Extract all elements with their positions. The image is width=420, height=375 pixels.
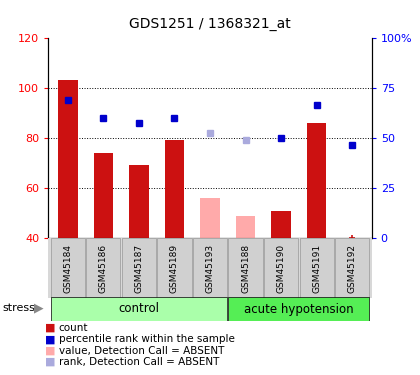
Bar: [271, 210, 291, 238]
Text: control: control: [118, 303, 160, 315]
Bar: [94, 153, 113, 238]
Text: ■: ■: [45, 357, 56, 367]
Bar: [122, 238, 156, 298]
Text: GSM45188: GSM45188: [241, 244, 250, 292]
Bar: [158, 238, 192, 298]
Bar: [51, 238, 85, 298]
Text: count: count: [59, 323, 88, 333]
Bar: [264, 238, 298, 298]
Text: ■: ■: [45, 323, 56, 333]
Text: GSM45191: GSM45191: [312, 244, 321, 292]
Text: acute hypotension: acute hypotension: [244, 303, 354, 315]
Text: GSM45190: GSM45190: [277, 244, 286, 292]
Text: GSM45186: GSM45186: [99, 244, 108, 292]
Text: GSM45192: GSM45192: [348, 244, 357, 292]
Text: GSM45193: GSM45193: [205, 244, 215, 292]
Bar: [51, 297, 227, 321]
Text: GSM45184: GSM45184: [63, 244, 72, 292]
Bar: [200, 198, 220, 238]
Text: GSM45189: GSM45189: [170, 244, 179, 292]
Bar: [193, 238, 227, 298]
Text: percentile rank within the sample: percentile rank within the sample: [59, 334, 235, 344]
Text: ■: ■: [45, 346, 56, 355]
Text: ■: ■: [45, 334, 56, 344]
Bar: [299, 238, 333, 298]
Bar: [129, 165, 149, 238]
Bar: [228, 238, 262, 298]
Bar: [58, 80, 78, 238]
Bar: [335, 238, 369, 298]
Bar: [87, 238, 121, 298]
Text: rank, Detection Call = ABSENT: rank, Detection Call = ABSENT: [59, 357, 219, 367]
Bar: [307, 123, 326, 238]
Text: ▶: ▶: [34, 302, 44, 315]
Text: GSM45187: GSM45187: [134, 244, 143, 292]
Text: value, Detection Call = ABSENT: value, Detection Call = ABSENT: [59, 346, 224, 355]
Bar: [236, 216, 255, 238]
Text: GDS1251 / 1368321_at: GDS1251 / 1368321_at: [129, 17, 291, 31]
Bar: [228, 297, 369, 321]
Text: stress: stress: [2, 303, 35, 313]
Bar: [165, 140, 184, 238]
